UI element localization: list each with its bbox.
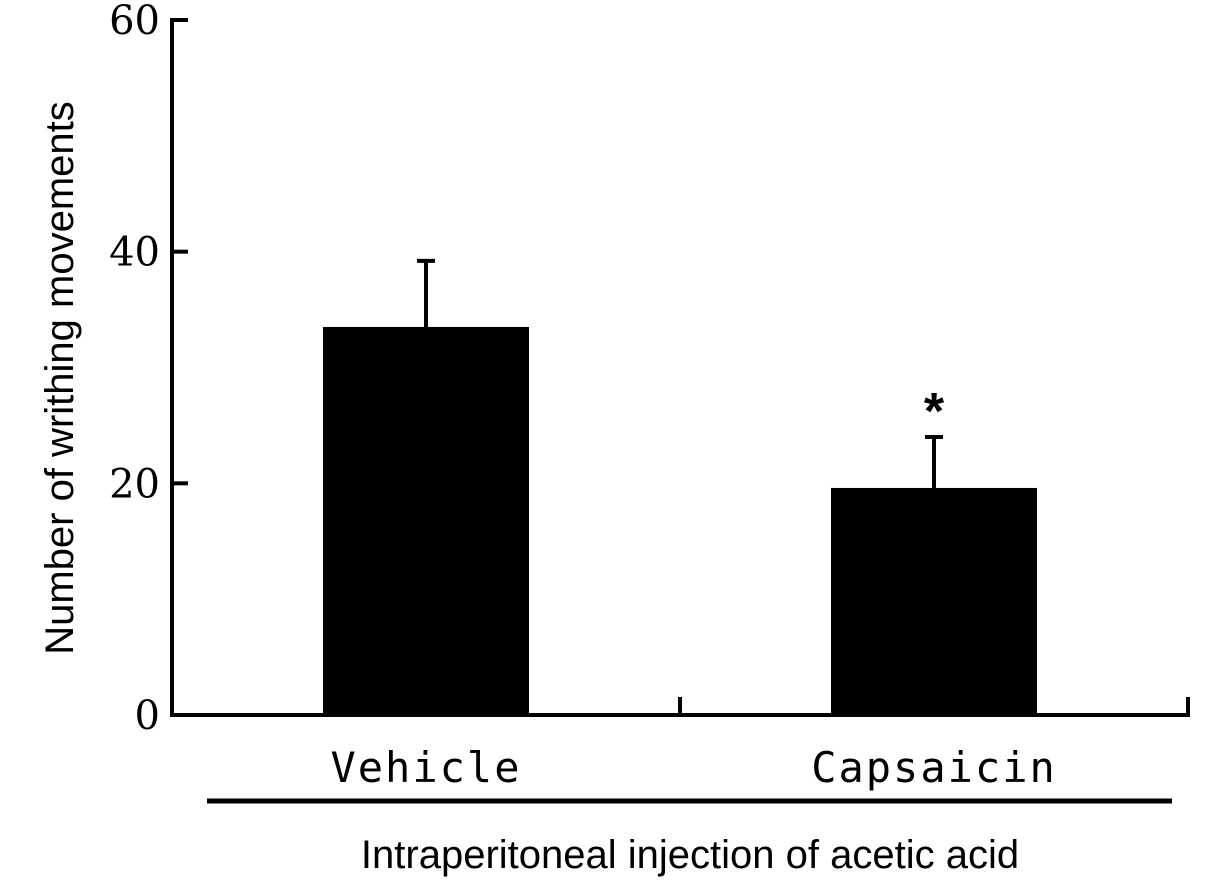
category-labels: Vehicle Capsaicin — [330, 743, 1057, 792]
bar — [831, 487, 1037, 715]
y-tick-label: 0 — [135, 693, 160, 739]
y-axis-title: Number of writhing movements — [38, 101, 82, 655]
y-tick-label: 40 — [109, 230, 160, 276]
bar — [323, 326, 529, 715]
y-tick-label: 60 — [109, 0, 160, 44]
bars-group: * — [323, 258, 1037, 715]
x-axis-title: Intraperitoneal injection of acetic acid — [361, 833, 1019, 877]
plot-area: 0 20 40 60 * Vehicle Capsaicin Intraperitone… — [38, 0, 1190, 877]
category-label: Capsaicin — [811, 743, 1057, 792]
y-tick-label: 20 — [109, 461, 160, 507]
y-axis-ticks: 0 20 40 60 — [109, 0, 188, 739]
category-label: Vehicle — [330, 743, 521, 792]
significance-marker: * — [924, 383, 945, 441]
